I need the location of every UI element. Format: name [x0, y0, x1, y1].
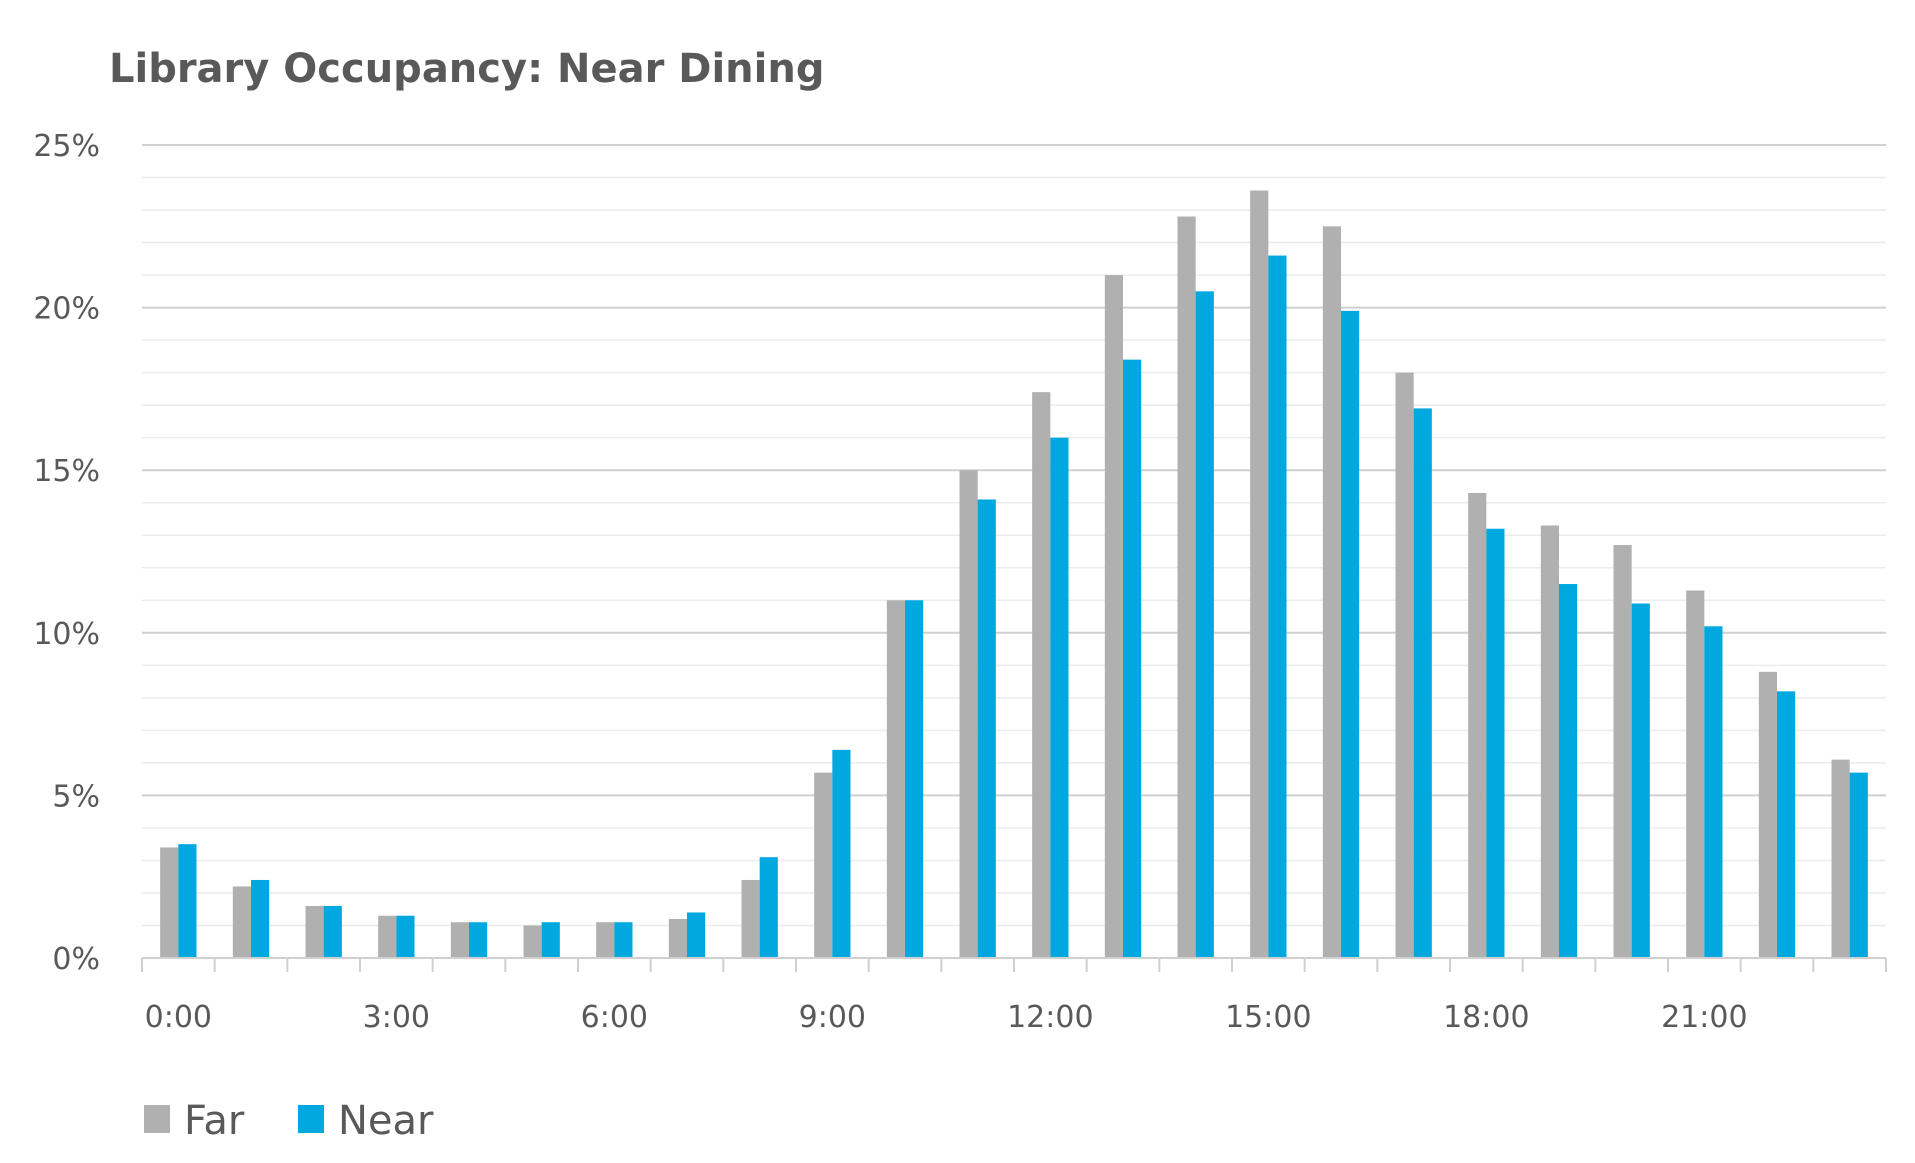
y-axis: 0% 5% 10% 15% 20% 25%	[33, 129, 100, 977]
bar-far-10:00	[886, 600, 905, 958]
bar-near-19:00	[1559, 584, 1578, 958]
bar-near-11:00	[977, 499, 996, 958]
chart-title: Library Occupancy: Near Dining	[109, 46, 824, 92]
bar-near-7:00	[687, 912, 706, 958]
legend-swatch-far	[144, 1105, 170, 1133]
bar-near-2:00	[323, 905, 342, 958]
bar-near-14:00	[1195, 291, 1214, 959]
bar-far-20:00	[1613, 544, 1632, 958]
bar-far-14:00	[1177, 216, 1196, 958]
x-tick-label: 6:00	[581, 1000, 648, 1035]
bar-far-13:00	[1104, 275, 1123, 959]
bar-far-4:00	[450, 922, 469, 958]
bar-near-1:00	[251, 879, 270, 958]
bars	[160, 190, 1868, 959]
bar-near-20:00	[1631, 603, 1650, 958]
y-tick-label: 20%	[33, 292, 100, 327]
bar-near-4:00	[469, 922, 488, 958]
bar-far-22:00	[1758, 671, 1777, 958]
bar-near-12:00	[1050, 437, 1069, 958]
bar-far-0:00	[160, 847, 179, 958]
y-tick-label: 5%	[52, 779, 100, 814]
y-tick-label: 0%	[52, 942, 100, 977]
bar-near-22:00	[1777, 691, 1796, 958]
bar-far-21:00	[1686, 590, 1705, 958]
bar-far-17:00	[1395, 372, 1414, 958]
y-tick-label: 25%	[33, 129, 100, 164]
bar-far-9:00	[814, 772, 833, 958]
x-tick-label: 18:00	[1443, 1000, 1529, 1035]
bar-near-5:00	[541, 922, 560, 958]
x-tick-label: 3:00	[363, 1000, 430, 1035]
legend-label-far: Far	[184, 1098, 245, 1144]
bar-near-21:00	[1704, 626, 1723, 958]
bar-far-2:00	[305, 905, 324, 958]
x-tick-label: 9:00	[799, 1000, 866, 1035]
y-tick-label: 15%	[33, 454, 100, 489]
gridlines	[142, 144, 1886, 927]
bar-far-3:00	[378, 915, 397, 958]
bar-far-12:00	[1032, 392, 1051, 959]
bar-near-15:00	[1268, 255, 1287, 958]
legend: Far Near	[144, 1098, 434, 1144]
bar-far-23:00	[1831, 759, 1850, 958]
bar-near-13:00	[1123, 359, 1142, 959]
bar-far-7:00	[668, 918, 687, 958]
x-axis: 0:00 3:00 6:00 9:00 12:00 15:00 18:00 21:00	[141, 957, 1887, 1035]
bar-far-1:00	[232, 886, 251, 958]
bar-near-23:00	[1849, 772, 1868, 958]
legend-label-near: Near	[338, 1098, 434, 1144]
y-tick-label: 10%	[33, 617, 100, 652]
bar-near-16:00	[1341, 310, 1360, 958]
bar-far-8:00	[741, 879, 760, 958]
bar-far-15:00	[1250, 190, 1269, 958]
bar-far-16:00	[1322, 226, 1341, 959]
bar-far-5:00	[523, 925, 542, 958]
bar-far-19:00	[1540, 525, 1559, 958]
bar-near-17:00	[1413, 408, 1432, 958]
legend-swatch-near	[298, 1105, 324, 1133]
bar-far-11:00	[959, 470, 978, 958]
x-tick-label: 12:00	[1007, 1000, 1093, 1035]
bar-near-18:00	[1486, 528, 1505, 958]
bar-far-18:00	[1468, 492, 1487, 958]
bar-near-6:00	[614, 922, 633, 958]
x-tick-label: 15:00	[1225, 1000, 1311, 1035]
bar-near-0:00	[178, 844, 197, 958]
bar-near-10:00	[905, 600, 924, 958]
bar-far-6:00	[596, 922, 615, 958]
bar-near-8:00	[759, 857, 778, 958]
x-tick-label: 21:00	[1661, 1000, 1747, 1035]
bar-near-3:00	[396, 915, 415, 958]
x-tick-label: 0:00	[145, 1000, 212, 1035]
bar-near-9:00	[832, 749, 851, 958]
